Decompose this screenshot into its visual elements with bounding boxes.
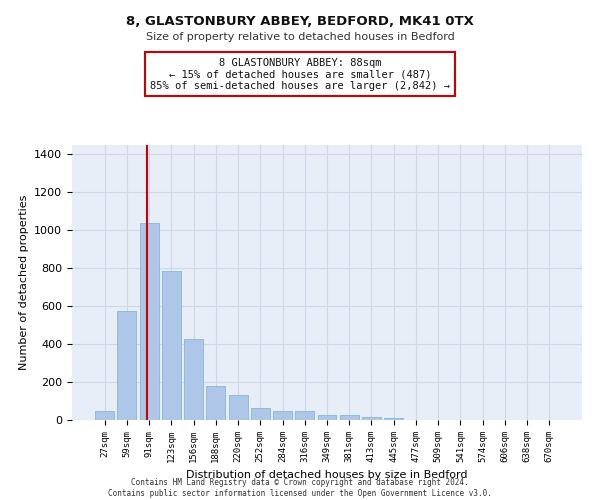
Bar <box>273 411 292 420</box>
Bar <box>384 418 403 420</box>
Bar <box>118 311 136 420</box>
Bar <box>295 412 314 420</box>
Bar <box>184 340 203 420</box>
Bar <box>95 412 114 420</box>
Bar <box>251 408 270 420</box>
Text: Contains HM Land Registry data © Crown copyright and database right 2024.
Contai: Contains HM Land Registry data © Crown c… <box>108 478 492 498</box>
Text: 8 GLASTONBURY ABBEY: 88sqm
← 15% of detached houses are smaller (487)
85% of sem: 8 GLASTONBURY ABBEY: 88sqm ← 15% of deta… <box>150 58 450 90</box>
Bar <box>206 386 225 420</box>
Bar <box>229 396 248 420</box>
Text: 8, GLASTONBURY ABBEY, BEDFORD, MK41 0TX: 8, GLASTONBURY ABBEY, BEDFORD, MK41 0TX <box>126 15 474 28</box>
Bar <box>317 414 337 420</box>
Bar <box>140 223 158 420</box>
Bar <box>162 271 181 420</box>
Y-axis label: Number of detached properties: Number of detached properties <box>19 195 29 370</box>
Bar <box>340 416 359 420</box>
Text: Size of property relative to detached houses in Bedford: Size of property relative to detached ho… <box>146 32 454 42</box>
X-axis label: Distribution of detached houses by size in Bedford: Distribution of detached houses by size … <box>186 470 468 480</box>
Bar <box>362 416 381 420</box>
